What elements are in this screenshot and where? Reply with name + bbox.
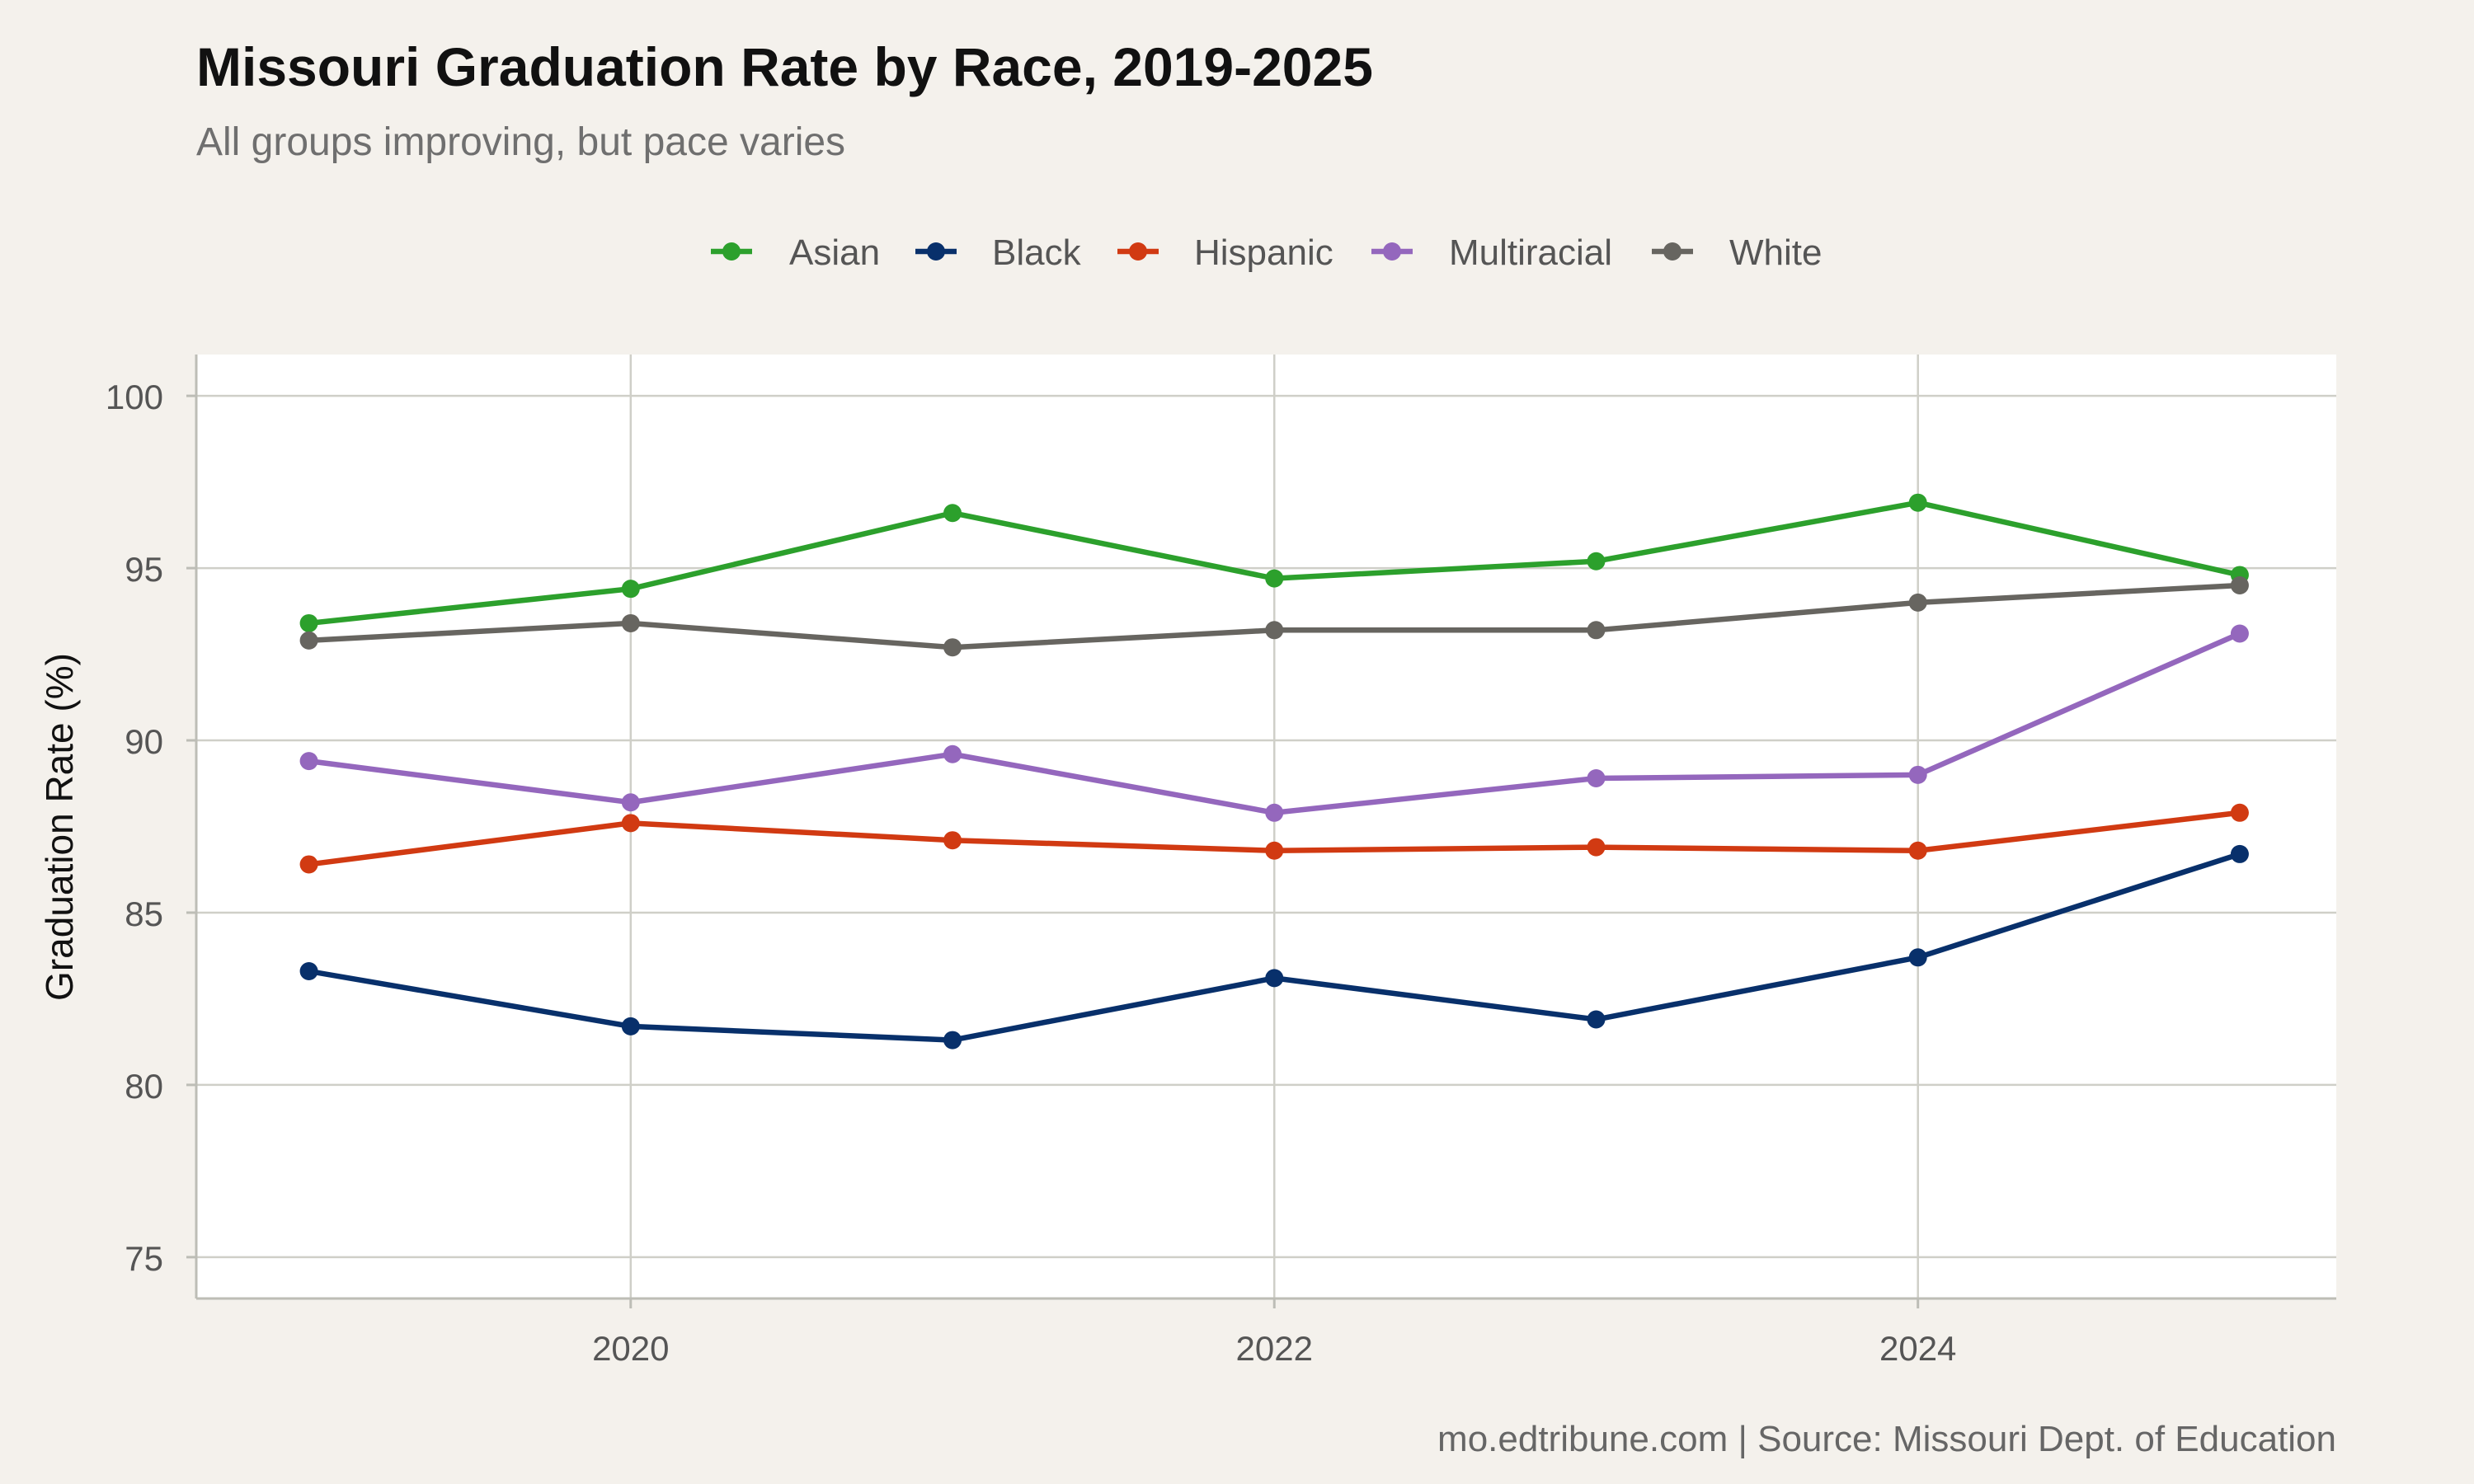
data-point [943, 638, 962, 657]
legend-item-black: Black [915, 232, 1082, 273]
data-point [299, 962, 318, 981]
legend-swatch-point [1663, 242, 1681, 261]
y-tick-label: 90 [125, 722, 163, 761]
data-point [299, 631, 318, 650]
legend-swatch-point [927, 242, 945, 261]
legend-item-multiracial: Multiracial [1371, 232, 1612, 273]
data-point [1587, 621, 1606, 640]
data-point [943, 744, 962, 763]
gridlines [196, 355, 2336, 1298]
chart-caption: mo.edtribune.com | Source: Missouri Dept… [1437, 1419, 2336, 1459]
legend: Asian Black Hispanic Multiracial White [711, 232, 1822, 273]
data-point [1265, 841, 1284, 860]
x-tick-label: 2024 [1879, 1329, 1956, 1368]
legend-label: Multiracial [1449, 232, 1612, 273]
data-point [1265, 969, 1284, 988]
data-point [621, 1017, 640, 1036]
data-point [1587, 552, 1606, 571]
legend-item-asian: Asian [711, 232, 880, 273]
series-black [299, 844, 2249, 1050]
y-tick-label: 75 [125, 1239, 163, 1278]
data-point [2230, 844, 2249, 863]
legend-item-white: White [1652, 232, 1822, 273]
data-point [2230, 575, 2249, 594]
data-point [943, 1031, 962, 1050]
data-point [299, 613, 318, 632]
data-point [1587, 838, 1606, 857]
data-point [299, 855, 318, 874]
data-point [299, 752, 318, 771]
plot-panel [196, 355, 2336, 1298]
data-point [1587, 768, 1606, 787]
chart-subtitle: All groups improving, but pace varies [196, 120, 845, 164]
data-point [621, 580, 640, 599]
x-tick-label: 2022 [1236, 1329, 1313, 1368]
x-tick-label: 2020 [592, 1329, 669, 1368]
axis-ticks: 75 80 85 90 95 100 2020 2022 2024 [106, 378, 1957, 1368]
legend-swatch-point [722, 242, 741, 261]
legend-label: Hispanic [1194, 232, 1333, 273]
y-tick-label: 100 [106, 378, 163, 416]
data-point [1908, 493, 1927, 512]
y-axis-title: Graduation Rate (%) [38, 653, 81, 1001]
legend-swatch-point [1383, 242, 1401, 261]
y-tick-label: 85 [125, 895, 163, 933]
data-point [943, 831, 962, 850]
data-point [1587, 1010, 1606, 1029]
legend-item-hispanic: Hispanic [1117, 232, 1333, 273]
data-point [1265, 621, 1284, 640]
data-point [943, 504, 962, 523]
chart-title: Missouri Graduation Rate by Race, 2019-2… [196, 36, 1373, 97]
data-point [1908, 765, 1927, 784]
data-point [621, 793, 640, 812]
data-point [1908, 841, 1927, 860]
data-point [621, 613, 640, 632]
data-point [1908, 593, 1927, 612]
data-point [621, 814, 640, 833]
legend-label: Black [992, 232, 1082, 273]
data-point [1265, 569, 1284, 588]
series-white [299, 575, 2249, 657]
data-point [2230, 803, 2249, 822]
legend-swatch-point [1129, 242, 1147, 261]
data-point [2230, 624, 2249, 643]
series-lines [299, 493, 2249, 1050]
legend-label: White [1729, 232, 1822, 273]
series-hispanic [299, 803, 2249, 874]
data-point [1265, 803, 1284, 822]
series-multiracial [299, 624, 2249, 822]
data-point [1908, 948, 1927, 967]
y-tick-label: 95 [125, 550, 163, 589]
y-tick-label: 80 [125, 1067, 163, 1106]
legend-label: Asian [789, 232, 880, 273]
